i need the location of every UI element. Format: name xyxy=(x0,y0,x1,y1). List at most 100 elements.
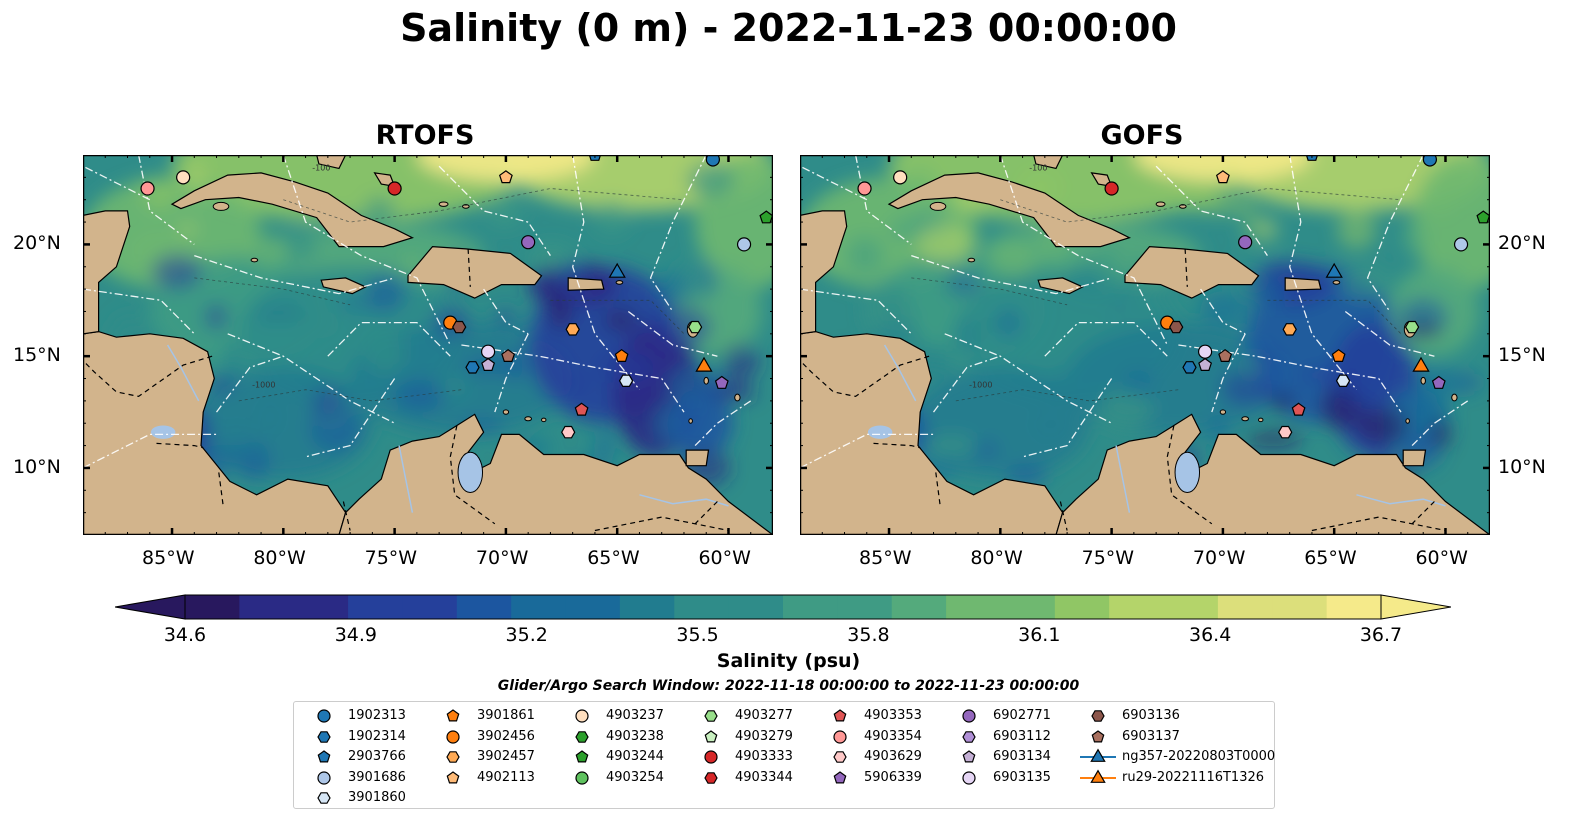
legend-float-marker[interactable] xyxy=(1091,710,1105,722)
legend-float-marker[interactable] xyxy=(833,709,847,722)
float-3901686[interactable] xyxy=(736,237,752,252)
float-6903137[interactable] xyxy=(1218,348,1233,362)
panel-title-gofs: GOFS xyxy=(1100,120,1184,151)
legend-float-marker[interactable] xyxy=(833,729,847,744)
lake-maracaibo xyxy=(1174,451,1201,494)
glider-ng357-20220803T0000[interactable] xyxy=(608,262,626,278)
lon-tick-label: 65°W xyxy=(587,547,640,569)
contour-label: -1000 xyxy=(969,380,992,389)
legend-marker-icon xyxy=(833,709,847,722)
float-4903354[interactable] xyxy=(857,181,872,196)
glider-ru29-20221116T1326[interactable] xyxy=(695,356,713,372)
float-4903277[interactable] xyxy=(687,320,703,334)
float-4903277[interactable] xyxy=(1404,320,1420,334)
float-4903237[interactable] xyxy=(893,170,908,185)
float-4903333[interactable] xyxy=(387,181,402,196)
float-6903135[interactable] xyxy=(1197,344,1213,359)
float-6903135[interactable] xyxy=(480,344,496,359)
lon-tick-label: 80°W xyxy=(970,547,1023,569)
glider-ru29-20221116T1326[interactable] xyxy=(1412,356,1430,372)
legend-float-marker[interactable] xyxy=(575,750,589,763)
float-5906339[interactable] xyxy=(1431,375,1446,389)
colorbar-segment xyxy=(619,595,675,619)
float-1902313[interactable] xyxy=(1422,155,1438,167)
float-3901686[interactable] xyxy=(1453,237,1469,252)
map-gofs[interactable]: -100 -1000 xyxy=(800,155,1490,535)
legend-glider-marker[interactable] xyxy=(1090,769,1106,783)
legend-float-marker[interactable] xyxy=(317,770,331,785)
legend-float-marker[interactable] xyxy=(317,709,331,723)
float-3901860[interactable] xyxy=(618,374,634,387)
float-3902457[interactable] xyxy=(565,323,580,336)
legend-float-marker[interactable] xyxy=(704,710,718,722)
legend-float-marker[interactable] xyxy=(446,770,460,783)
float-4903629[interactable] xyxy=(1278,425,1293,439)
float-6903136[interactable] xyxy=(452,320,467,334)
float-6903134[interactable] xyxy=(1198,357,1213,371)
legend-glider-marker[interactable] xyxy=(1090,748,1106,762)
colorbar-tick-label: 35.8 xyxy=(847,624,890,646)
float-4902113[interactable] xyxy=(498,170,513,184)
float-6903134[interactable] xyxy=(481,357,496,371)
float-6902771[interactable] xyxy=(521,235,536,250)
legend-label: 3902456 xyxy=(477,728,535,744)
legend-float-marker[interactable] xyxy=(317,792,331,804)
float-4903353[interactable] xyxy=(1291,402,1306,416)
float-3902457[interactable] xyxy=(1282,323,1297,336)
float-4903244[interactable] xyxy=(1476,210,1490,224)
float-6903136[interactable] xyxy=(1169,320,1184,334)
float-4903244[interactable] xyxy=(759,210,773,224)
legend-label: 4903254 xyxy=(606,769,664,785)
legend-float-marker[interactable] xyxy=(575,730,589,743)
float-1902314[interactable] xyxy=(1182,361,1197,374)
legend-label: ru29-20221116T1326 xyxy=(1122,769,1265,785)
land-cuba xyxy=(887,172,1132,248)
legend-float-marker[interactable] xyxy=(317,730,331,743)
legend-label: 3902457 xyxy=(477,749,535,764)
legend-float-marker[interactable] xyxy=(446,709,460,722)
legend-label: 4903238 xyxy=(606,728,664,744)
legend-float-marker[interactable] xyxy=(962,770,976,785)
legend-marker-icon xyxy=(1091,729,1105,742)
float-4903333[interactable] xyxy=(1104,181,1119,196)
legend-float-marker[interactable] xyxy=(962,709,976,723)
float-3901860[interactable] xyxy=(1335,374,1351,387)
legend-marker-icon xyxy=(575,709,589,723)
glider-ng357-20220803T0000[interactable] xyxy=(1325,262,1343,278)
legend-float-marker[interactable] xyxy=(1091,729,1105,742)
float-3901861[interactable] xyxy=(1331,348,1346,362)
float-6903137[interactable] xyxy=(501,348,516,362)
legend-float-marker[interactable] xyxy=(704,750,718,764)
float-4903629[interactable] xyxy=(561,425,576,439)
float-4903354[interactable] xyxy=(140,181,155,196)
legend-marker-icon xyxy=(704,710,718,722)
float-1902314[interactable] xyxy=(465,361,480,374)
legend-float-marker[interactable] xyxy=(575,770,589,785)
map-rtofs[interactable]: -100 -1000 xyxy=(83,155,773,535)
legend-float-marker[interactable] xyxy=(833,751,847,763)
float-4902113[interactable] xyxy=(1215,170,1230,184)
legend-float-marker[interactable] xyxy=(962,750,976,763)
float-4903353[interactable] xyxy=(574,402,589,416)
legend-marker-icon xyxy=(962,770,976,785)
legend-float-marker[interactable] xyxy=(833,770,847,783)
legend-float-marker[interactable] xyxy=(575,709,589,723)
float-4903237[interactable] xyxy=(176,170,191,185)
legend-float-marker[interactable] xyxy=(962,730,976,743)
legend-float-marker[interactable] xyxy=(704,729,718,742)
float-5906339[interactable] xyxy=(714,375,729,389)
float-6902771[interactable] xyxy=(1238,235,1253,250)
legend-float-marker[interactable] xyxy=(446,751,460,763)
colorbar-segment xyxy=(783,595,838,619)
land-trinidad xyxy=(685,449,710,467)
legend-float-marker[interactable] xyxy=(704,771,718,784)
legend-float-marker[interactable] xyxy=(317,750,331,763)
contour-label: -100 xyxy=(312,164,330,173)
legend-marker-icon xyxy=(446,729,460,744)
float-3901861[interactable] xyxy=(614,348,629,362)
legend-label: 4902113 xyxy=(477,769,535,785)
float-1902313[interactable] xyxy=(705,155,721,167)
land-hispaniola xyxy=(1124,245,1260,299)
colorbar-segment xyxy=(674,595,730,619)
legend-float-marker[interactable] xyxy=(446,729,460,744)
